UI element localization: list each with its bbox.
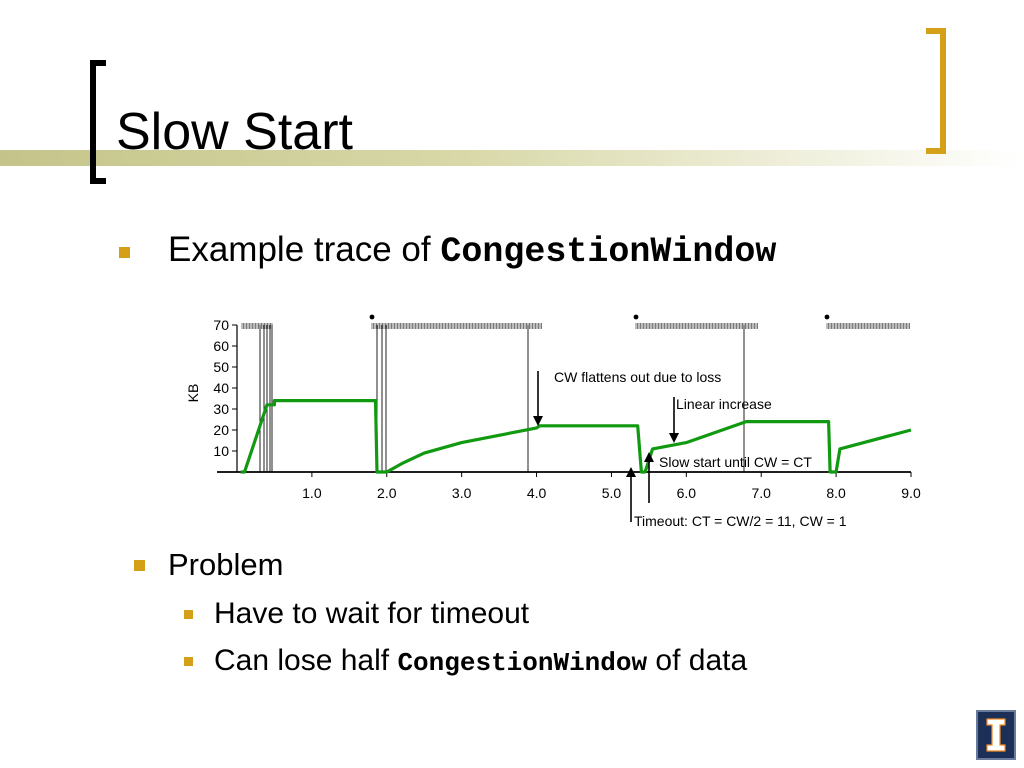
bullet-icon [134, 560, 145, 571]
x-tick-label: 1.0 [302, 485, 322, 501]
sub-bullet-lose-suffix: of data [647, 644, 748, 677]
sub-bullet-wait-timeout: Have to wait for timeout [214, 597, 530, 630]
y-tick-label: 70 [213, 317, 229, 333]
bullet-example-text: Example trace of [168, 230, 441, 269]
y-tick-label: 50 [213, 359, 229, 375]
annotation-arrowhead [626, 467, 636, 477]
sub-bullet-lose-half: Can lose half CongestionWindow of data [214, 643, 747, 681]
annotation-linear-increase: Linear increase [676, 396, 772, 412]
y-tick-label: 60 [213, 338, 229, 354]
sub-bullet-lose-prefix: Can lose half [214, 644, 398, 677]
bullet-example-trace: Example trace of CongestionWindow [168, 228, 776, 274]
right-bracket-decoration [926, 28, 946, 154]
x-tick-label: 2.0 [377, 485, 397, 501]
congestion-window-chart: 70 60 50 40 30 20 10 KB 1.0 2.0 3.0 4.0 5.0 6.0 7.0 8.0… [185, 314, 921, 529]
annotation-arrowhead [669, 433, 679, 443]
annotation-cw-flattens: CW flattens out due to loss [554, 369, 721, 385]
x-tick-label: 5.0 [602, 485, 622, 501]
bullet-icon [119, 247, 130, 258]
bullet-example-code: CongestionWindow [440, 232, 777, 272]
x-tick-label: 8.0 [826, 485, 846, 501]
x-tick-label: 9.0 [901, 485, 921, 501]
title-underline-bar [0, 150, 1024, 166]
annotation-slow-start: Slow start until CW = CT [659, 454, 812, 470]
left-bracket-decoration [90, 60, 106, 184]
packet-dot [633, 314, 639, 320]
sub-bullet-icon [184, 657, 193, 666]
annotation-arrowhead [533, 416, 543, 426]
illinois-block-i-icon [976, 710, 1016, 760]
x-tick-label: 6.0 [677, 485, 697, 501]
congestion-window-line [240, 399, 912, 474]
annotation-timeout: Timeout: CT = CW/2 = 11, CW = 1 [634, 513, 847, 529]
y-tick-label: 20 [213, 422, 229, 438]
packet-dot [369, 314, 375, 320]
y-tick-label: 40 [213, 380, 229, 396]
sub-bullet-icon [184, 610, 193, 619]
slide-title: Slow Start [116, 103, 353, 161]
packet-dot [824, 314, 830, 320]
x-tick-label: 3.0 [452, 485, 472, 501]
x-tick-label: 7.0 [751, 485, 771, 501]
annotation-arrowhead [644, 452, 654, 462]
x-tick-label: 4.0 [527, 485, 547, 501]
y-tick-label: 10 [213, 443, 229, 459]
sub-bullet-lose-code: CongestionWindow [397, 648, 648, 678]
y-tick-label: 30 [213, 401, 229, 417]
y-axis-label: KB [185, 384, 201, 403]
bullet-problem: Problem [168, 547, 284, 582]
logo-glyph [986, 718, 1006, 752]
